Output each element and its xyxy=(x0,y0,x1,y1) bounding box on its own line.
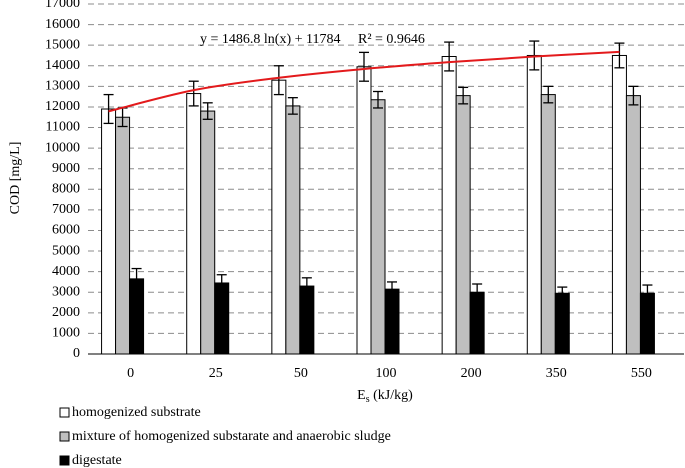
bar xyxy=(384,288,400,355)
bar xyxy=(115,116,131,355)
x-label-rest: (kJ/kg) xyxy=(370,388,414,403)
y-tick-label: 12000 xyxy=(45,99,80,114)
error-bar xyxy=(188,80,199,107)
bar xyxy=(625,95,641,355)
bar xyxy=(611,54,627,355)
y-tick-label: 11000 xyxy=(46,120,80,135)
bar xyxy=(271,79,287,355)
bar xyxy=(200,110,216,355)
x-tick-label: 25 xyxy=(209,366,223,381)
y-tick-label: 2000 xyxy=(52,305,80,320)
bar xyxy=(370,99,386,355)
bar xyxy=(469,291,485,355)
trendline xyxy=(108,50,620,113)
error-bar xyxy=(103,93,114,125)
legend-swatch xyxy=(59,431,70,442)
annotation: y = 1486.8 ln(x) + 11784 R² = 0.9646 xyxy=(200,32,425,47)
error-bar xyxy=(614,42,625,69)
legend-label: homogenized substrate xyxy=(72,405,201,420)
x-tick-label: 100 xyxy=(376,366,397,381)
error-bar xyxy=(472,283,483,302)
error-bar xyxy=(543,85,554,104)
bar xyxy=(639,292,655,355)
y-tick-label: 6000 xyxy=(52,223,80,238)
y-tick-label: 14000 xyxy=(45,58,80,73)
x-tick-label: 0 xyxy=(127,366,134,381)
x-axis-label: Es (kJ/kg) xyxy=(357,388,413,405)
error-bar xyxy=(628,85,639,106)
error-bar xyxy=(359,51,369,82)
y-tick-label: 5000 xyxy=(52,243,80,258)
error-bar xyxy=(287,97,298,115)
bar xyxy=(285,105,301,355)
x-tick-label: 550 xyxy=(631,366,652,381)
bar xyxy=(554,292,570,355)
error-bar xyxy=(529,40,540,71)
bar xyxy=(299,285,315,355)
error-bar xyxy=(373,90,383,109)
bar xyxy=(186,93,202,355)
y-tick-label: 10000 xyxy=(45,140,80,155)
legend-swatch xyxy=(59,407,70,418)
bar xyxy=(214,282,230,355)
error-bar xyxy=(557,286,568,301)
y-tick-label: 8000 xyxy=(52,182,80,197)
error-bar xyxy=(642,284,653,303)
x-label-main: E xyxy=(357,388,366,403)
y-tick-label: 3000 xyxy=(52,284,80,299)
bar xyxy=(101,108,117,355)
x-tick-label: 350 xyxy=(546,366,567,381)
y-tick-label: 0 xyxy=(73,346,80,361)
y-axis-label: COD [mg/L] xyxy=(8,142,23,215)
error-bar xyxy=(301,277,312,295)
bar xyxy=(540,94,556,355)
error-bar xyxy=(458,86,469,105)
error-bar xyxy=(273,65,284,96)
x-tick-label: 200 xyxy=(461,366,482,381)
legend-label: digestate xyxy=(72,453,122,468)
y-tick-label: 17000 xyxy=(45,0,80,11)
y-tick-label: 7000 xyxy=(52,202,80,217)
bar xyxy=(129,278,145,355)
y-tick-label: 1000 xyxy=(52,326,80,341)
bar xyxy=(526,54,542,355)
legend-swatch xyxy=(59,455,70,466)
y-tick-label: 4000 xyxy=(52,264,80,279)
error-bar xyxy=(131,267,142,290)
bar xyxy=(356,66,372,355)
x-label-sub: s xyxy=(366,394,370,405)
error-bar xyxy=(387,281,397,298)
y-tick-label: 15000 xyxy=(45,37,80,52)
error-bar xyxy=(202,102,213,120)
x-tick-label: 50 xyxy=(294,366,308,381)
y-tick-label: 13000 xyxy=(45,79,80,94)
y-tick-label: 9000 xyxy=(52,161,80,176)
error-bar xyxy=(444,41,455,72)
legend-label: mixture of homogenized substarate and an… xyxy=(72,429,391,444)
y-tick-label: 16000 xyxy=(45,17,80,32)
bar xyxy=(441,56,457,355)
bar xyxy=(455,95,471,355)
error-bar xyxy=(216,274,227,292)
